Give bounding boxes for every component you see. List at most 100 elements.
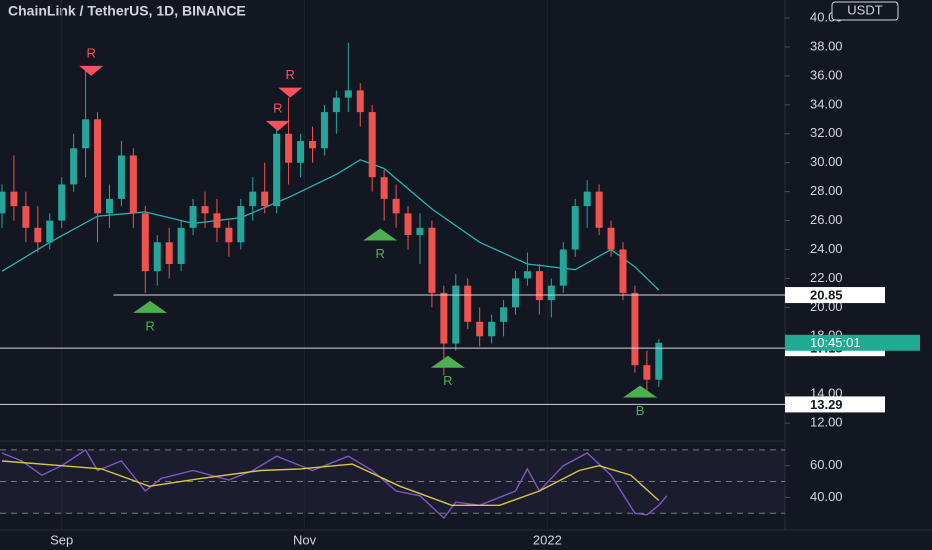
candle-body [249,191,257,207]
candle-body [129,155,137,214]
x-tick-label: 2022 [533,532,562,547]
sell-marker [265,120,290,131]
level-label-box [785,287,885,304]
y-tick-label: 34.00 [810,96,843,111]
buy-marker [363,228,398,241]
candle-body [404,213,412,236]
marker-label: R [375,246,384,261]
candle-body [595,191,603,228]
candle-body [619,249,627,293]
marker-label: B [636,403,645,418]
candle-body [285,133,293,163]
candle-body [512,278,520,308]
y-tick-label: 32.00 [810,125,843,140]
candle-body [440,292,448,344]
y-tick-label: 36.00 [810,67,843,82]
y-tick-label: 26.00 [810,212,843,227]
candle-body [189,206,197,228]
candle-body [225,227,233,243]
candle-body [141,213,149,272]
candle-body [631,292,639,366]
countdown-label: 10:45:01 [810,335,861,350]
candle-body [476,321,484,337]
countdown-box [785,334,920,351]
candle-body [380,177,388,199]
level-label: 13.29 [810,397,843,412]
candle-body [344,90,352,98]
candle-body [94,119,102,214]
y-tick-label: 28.00 [810,183,843,198]
candle-body [117,155,125,199]
sell-marker [79,65,104,76]
candle-body [297,141,305,163]
candle-body [70,148,78,185]
candle-body [523,271,531,279]
buy-marker [430,355,465,368]
candle-body [643,365,651,380]
buy-marker [133,300,168,313]
candle-body [583,191,591,207]
candle-body [392,198,400,214]
candle-body [452,285,460,344]
rsi-band [0,449,785,514]
y-tick-label: 22.00 [810,270,843,285]
candle-body [571,206,579,250]
buy-marker [623,385,658,398]
marker-label: R [86,45,95,60]
x-tick-label: Sep [50,532,73,547]
candle-body [105,198,113,214]
level-label-box [785,396,885,413]
candle-body [22,206,30,228]
candle-body [273,133,281,207]
currency-button[interactable] [831,1,899,21]
candle-body [559,249,567,286]
candle-body [34,227,42,243]
candle-body [261,191,269,207]
candle-body [356,90,364,113]
candle-body [201,206,209,214]
candle-body [320,112,328,149]
candle-body [213,213,221,228]
candle-body [368,112,376,178]
y-tick-label: 38.00 [810,38,843,53]
marker-label: R [285,67,294,82]
candle-body [82,119,90,149]
marker-label: R [443,373,452,388]
chart-title: ChainLink / TetherUS, 1D, BINANCE [8,3,246,19]
ema-line [1,159,660,291]
marker-label: R [145,318,154,333]
sell-marker [278,87,303,98]
candle-body [607,227,615,250]
candle-body [416,227,424,236]
candle-body [488,321,496,337]
candle-body [46,220,54,243]
series-line [1,460,660,506]
candle-body [464,285,472,322]
candle-body [237,206,245,243]
candle-body [0,191,6,214]
candle-body [308,141,316,149]
currency-button-label[interactable]: USDT [847,2,882,17]
candle-body [332,97,340,113]
marker-label: R [273,100,282,115]
candle-body [547,285,555,301]
y-tick-label: 30.00 [810,154,843,169]
candle-body [10,191,18,207]
candle-body [655,342,663,380]
candle-body [500,307,508,322]
y-tick-label: 12.00 [810,415,843,430]
candle-body [535,271,543,301]
y-tick-label: 40.00 [810,489,843,504]
candle-body [177,227,185,264]
x-tick-label: Nov [293,532,317,547]
candle-body [58,184,66,221]
candle-body [165,242,173,264]
candle-body [428,227,436,293]
y-tick-label: 60.00 [810,457,843,472]
level-label: 20.85 [810,287,843,302]
y-tick-label: 24.00 [810,241,843,256]
candle-body [153,242,161,272]
